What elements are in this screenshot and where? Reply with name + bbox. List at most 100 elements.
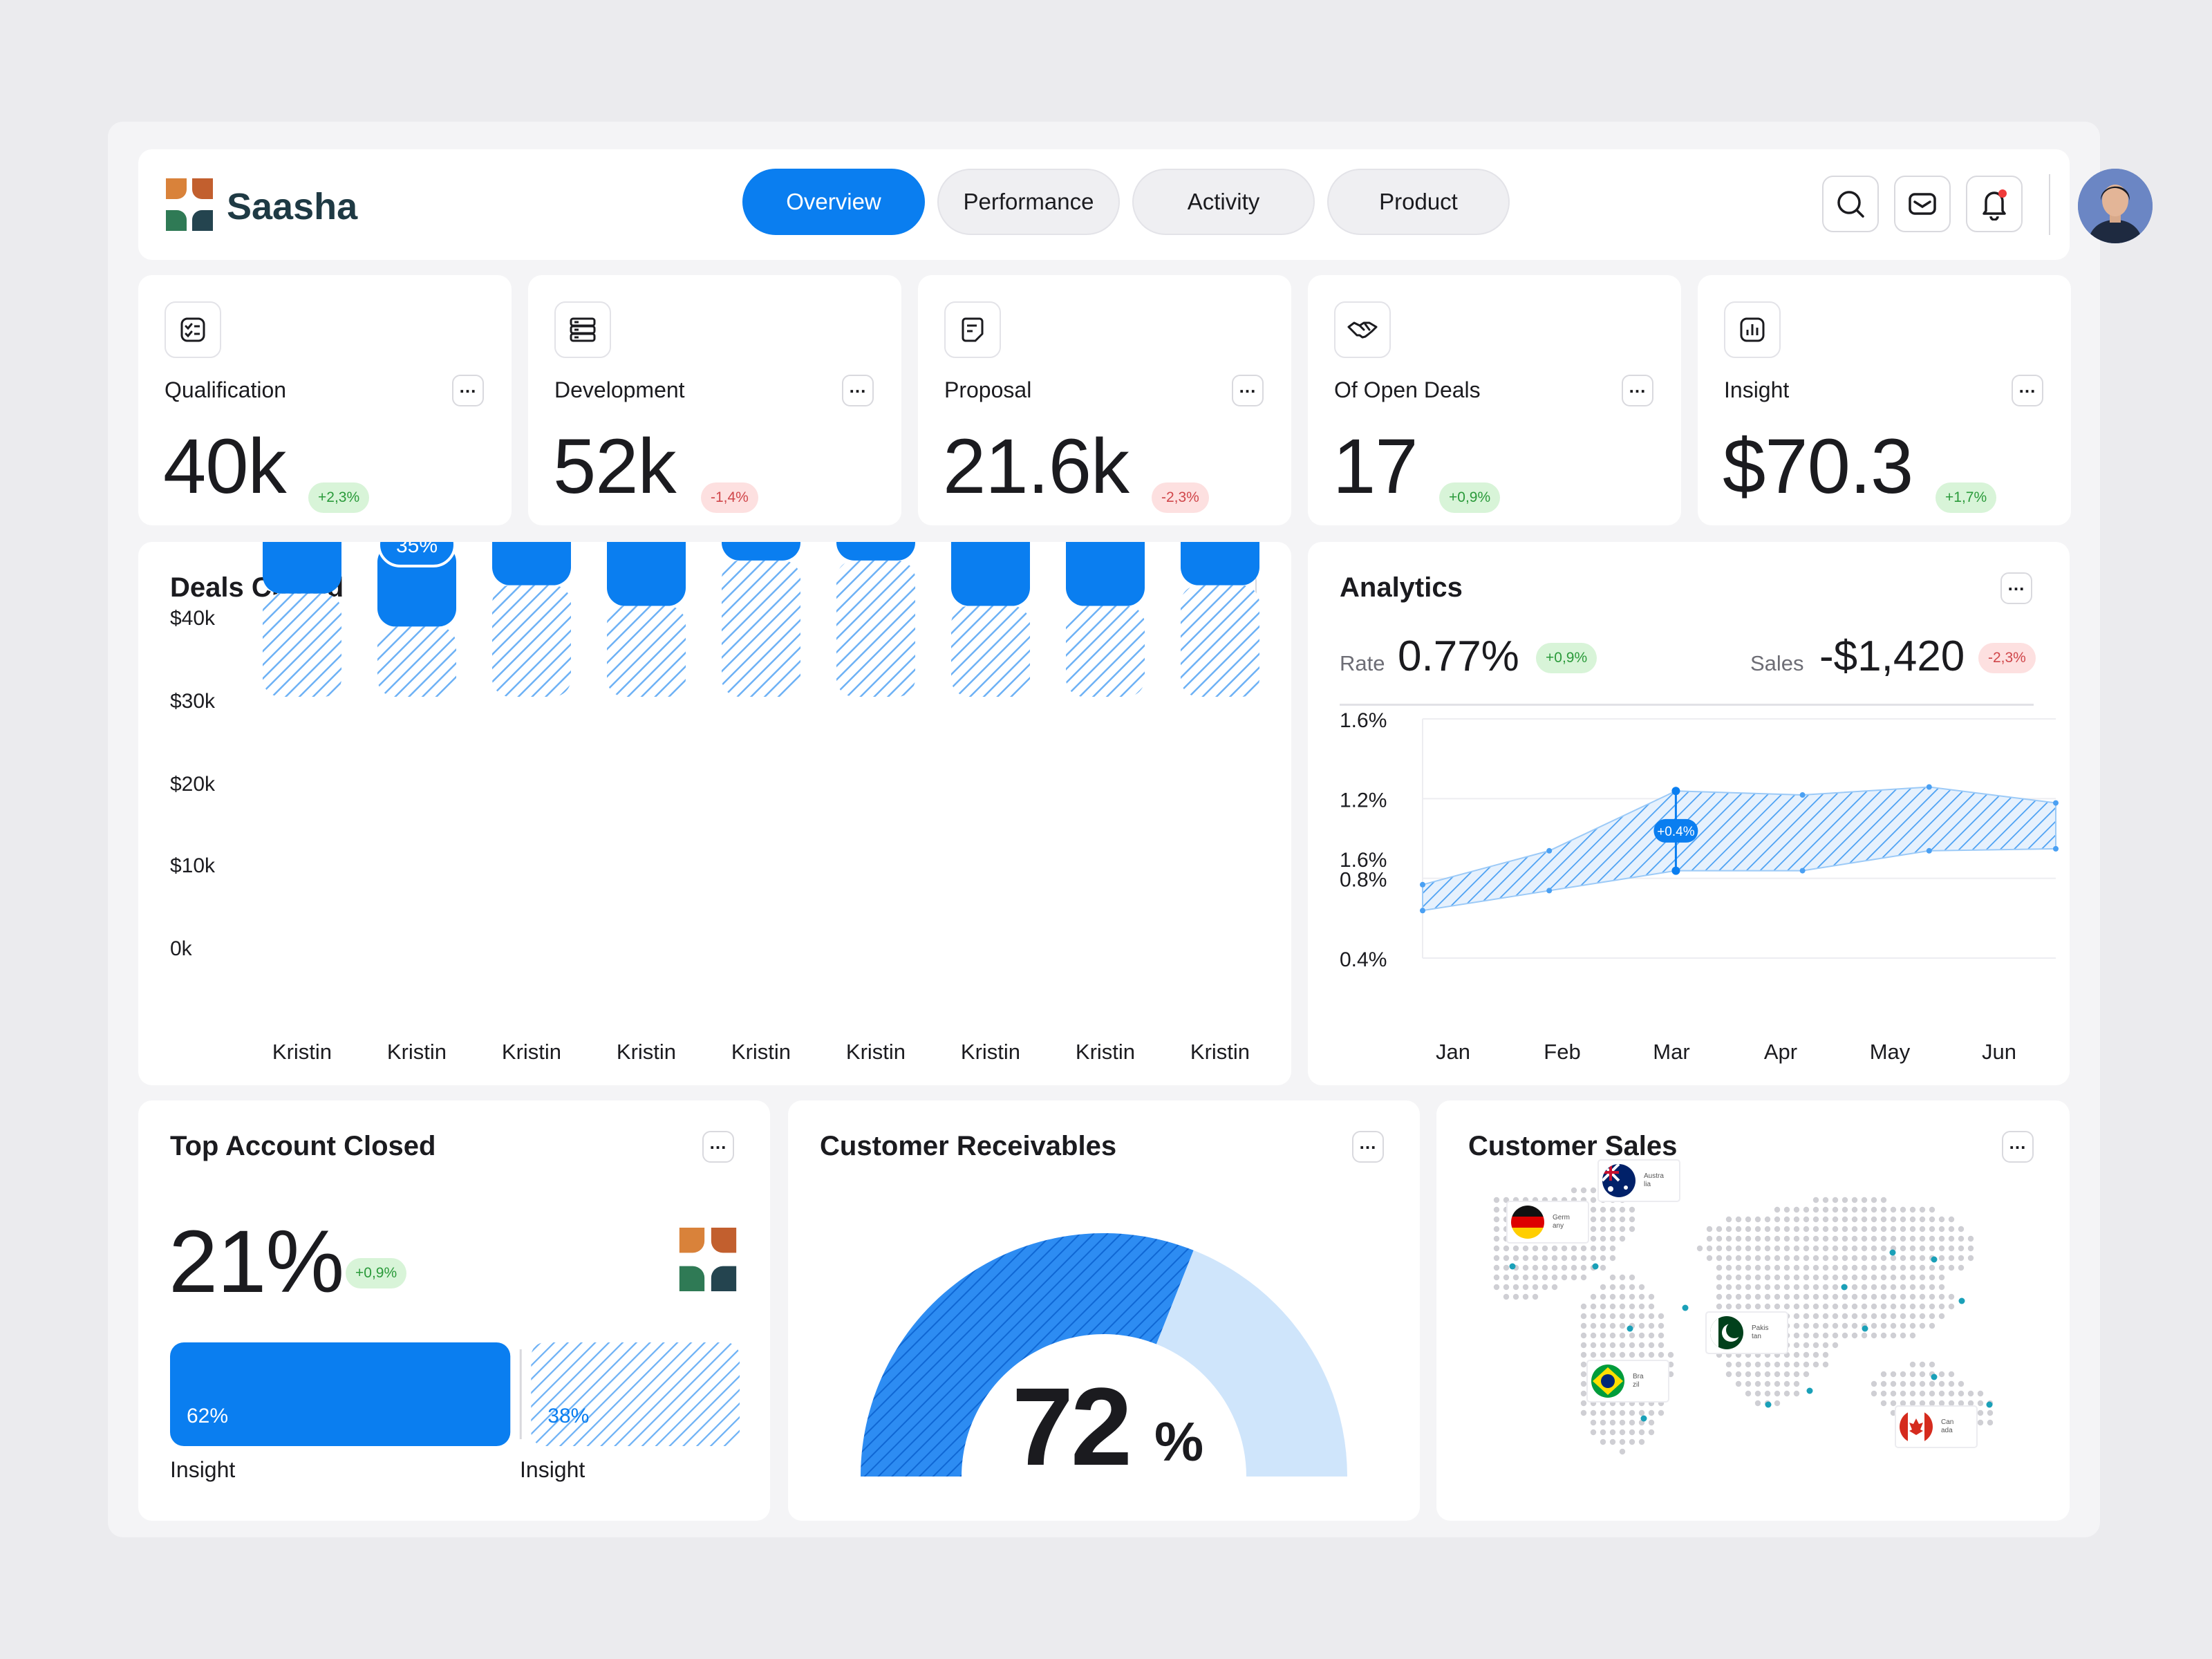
- map-dot: [1725, 1303, 1732, 1310]
- australia-flag-icon: [1602, 1164, 1635, 1197]
- map-dot: [1793, 1284, 1800, 1291]
- map-dot: [1493, 1255, 1500, 1262]
- map-dot: [1580, 1322, 1587, 1329]
- map-dot: [1764, 1264, 1771, 1271]
- map-dot: [1793, 1351, 1800, 1358]
- map-dot: [1706, 1255, 1713, 1262]
- map-dot: [1774, 1206, 1781, 1213]
- map-dot: [1619, 1332, 1626, 1339]
- map-dot: [1851, 1284, 1858, 1291]
- map-dot: [1938, 1274, 1945, 1281]
- map-dot: [1909, 1313, 1916, 1320]
- map-dot: [1590, 1322, 1597, 1329]
- map-dot: [1938, 1255, 1945, 1262]
- map-dot: [1890, 1284, 1897, 1291]
- tab-activity[interactable]: Activity: [1132, 169, 1315, 235]
- search-button[interactable]: [1822, 176, 1879, 232]
- country-label: ada: [1941, 1427, 1953, 1434]
- map-dot: [1909, 1332, 1916, 1339]
- map-dot: [1648, 1342, 1655, 1349]
- map-dot: [1958, 1400, 1965, 1407]
- map-dot: [1551, 1264, 1558, 1271]
- country-label: Can: [1941, 1418, 1953, 1426]
- map-dot: [1745, 1216, 1752, 1223]
- map-dot: [1900, 1274, 1906, 1281]
- map-dot: [1958, 1264, 1965, 1271]
- more-button[interactable]: ...: [702, 1131, 734, 1163]
- map-dot: [1735, 1245, 1742, 1252]
- map-dot: [1754, 1400, 1761, 1407]
- country-label: any: [1553, 1222, 1564, 1230]
- map-dot: [1590, 1419, 1597, 1426]
- map-dot: [1880, 1235, 1887, 1242]
- more-button[interactable]: ...: [1622, 375, 1653, 406]
- map-highlight-dot: [1509, 1263, 1516, 1270]
- map-dot: [1880, 1216, 1887, 1223]
- map-dot: [1909, 1226, 1916, 1232]
- map-dot: [1948, 1303, 1955, 1310]
- avatar[interactable]: [2078, 169, 2153, 243]
- map-dot: [1841, 1197, 1848, 1203]
- stat-value: 17: [1333, 423, 1418, 509]
- map-dot: [1890, 1400, 1897, 1407]
- tab-overview[interactable]: Overview: [742, 169, 925, 235]
- map-dot: [1803, 1206, 1810, 1213]
- map-dot: [1735, 1264, 1742, 1271]
- map-dot: [1900, 1322, 1906, 1329]
- server-icon: [570, 317, 596, 342]
- map-dot: [1580, 1255, 1587, 1262]
- map-dot: [1919, 1322, 1926, 1329]
- mail-button[interactable]: [1894, 176, 1951, 232]
- map-dot: [1812, 1226, 1819, 1232]
- map-dot: [1909, 1235, 1916, 1242]
- map-dot: [1890, 1332, 1897, 1339]
- map-dot: [1745, 1390, 1752, 1397]
- map-dot: [1812, 1197, 1819, 1203]
- tab-product[interactable]: Product: [1327, 169, 1510, 235]
- map-dot: [1580, 1400, 1587, 1407]
- map-dot: [1754, 1371, 1761, 1378]
- more-button[interactable]: ...: [2002, 1131, 2034, 1163]
- germany-flag-icon: [1511, 1206, 1544, 1239]
- more-button[interactable]: ...: [2000, 572, 2032, 604]
- more-button[interactable]: ...: [1232, 375, 1264, 406]
- map-dot: [1861, 1293, 1868, 1300]
- map-dot: [1600, 1409, 1606, 1416]
- map-dot: [1803, 1322, 1810, 1329]
- map-dot: [1600, 1332, 1606, 1339]
- map-dot: [1841, 1235, 1848, 1242]
- map-dot: [1812, 1216, 1819, 1223]
- map-dot: [1541, 1264, 1548, 1271]
- map-dot: [1493, 1274, 1500, 1281]
- map-dot: [1832, 1313, 1839, 1320]
- notifications-button[interactable]: [1966, 176, 2023, 232]
- map-dot: [1812, 1351, 1819, 1358]
- map-dot: [1764, 1235, 1771, 1242]
- map-dot: [1571, 1187, 1577, 1194]
- map-dot: [1832, 1284, 1839, 1291]
- map-dot: [1871, 1216, 1877, 1223]
- country-label: Austra: [1644, 1172, 1664, 1180]
- map-dot: [1600, 1206, 1606, 1213]
- more-button[interactable]: ...: [842, 375, 874, 406]
- map-highlight-dot: [1958, 1297, 1965, 1304]
- map-dot: [1793, 1380, 1800, 1387]
- map-dot: [1871, 1322, 1877, 1329]
- map-dot: [1590, 1197, 1597, 1203]
- map-dot: [1948, 1371, 1955, 1378]
- map-dot: [1851, 1332, 1858, 1339]
- more-button[interactable]: ...: [1352, 1131, 1384, 1163]
- x-tick-label: Kristin: [1190, 1040, 1250, 1064]
- map-dot: [1938, 1313, 1945, 1320]
- more-button[interactable]: ...: [452, 375, 484, 406]
- map-dot: [1841, 1303, 1848, 1310]
- bar-caption: Insight: [520, 1457, 585, 1482]
- more-button[interactable]: ...: [2012, 375, 2043, 406]
- map-dot: [1832, 1216, 1839, 1223]
- series-point: [1546, 847, 1553, 854]
- tab-performance[interactable]: Performance: [937, 169, 1120, 235]
- map-dot: [1580, 1332, 1587, 1339]
- map-dot: [1977, 1419, 1984, 1426]
- map-dot: [1571, 1264, 1577, 1271]
